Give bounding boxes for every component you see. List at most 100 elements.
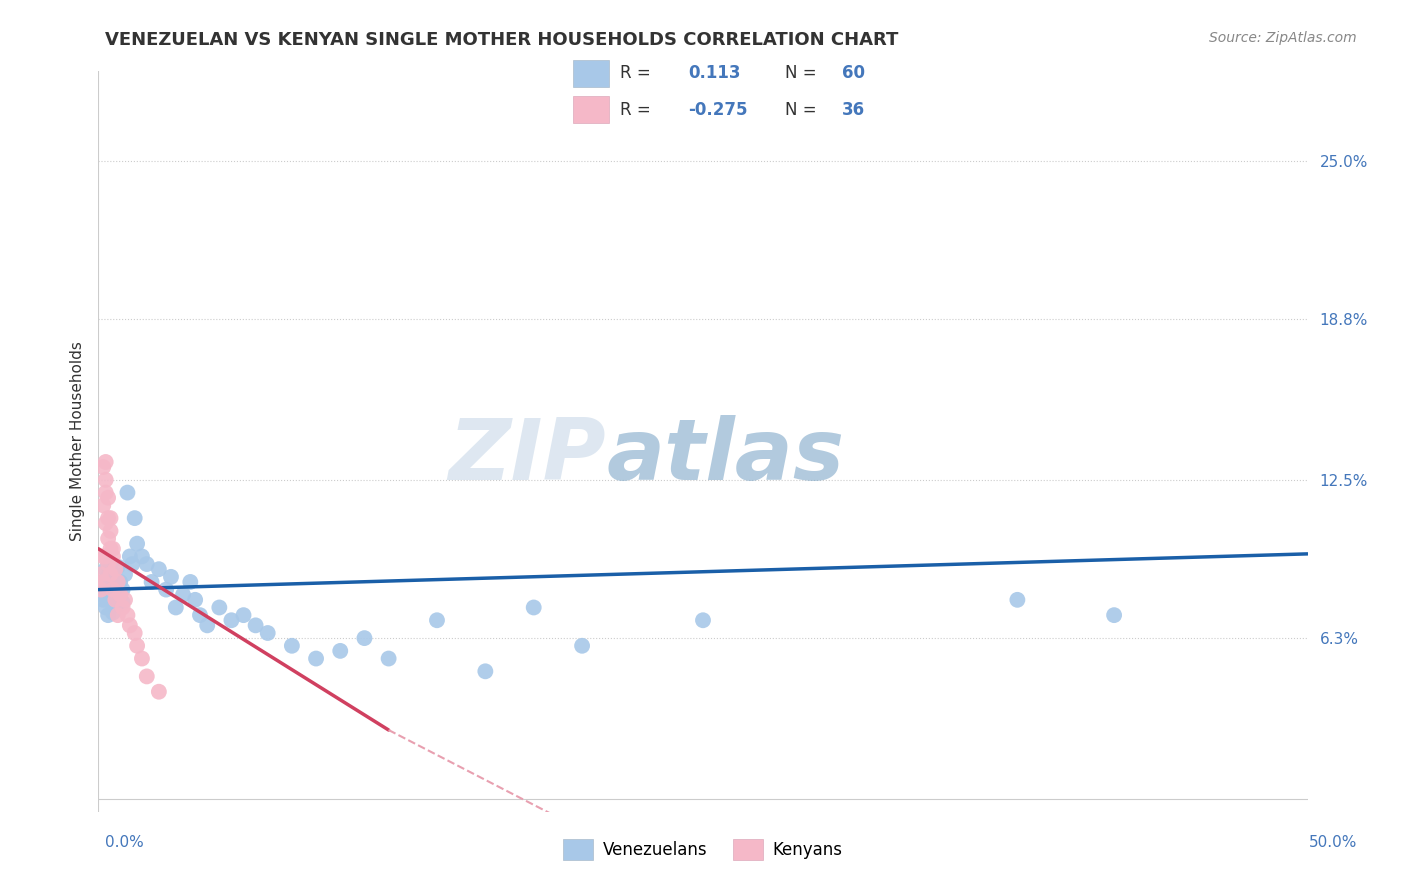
- Point: [232, 608, 254, 623]
- Point: [1102, 608, 1125, 623]
- Text: VENEZUELAN VS KENYAN SINGLE MOTHER HOUSEHOLDS CORRELATION CHART: VENEZUELAN VS KENYAN SINGLE MOTHER HOUSE…: [105, 31, 898, 49]
- Y-axis label: Single Mother Households: Single Mother Households: [69, 342, 84, 541]
- Point: [108, 588, 131, 602]
- Point: [97, 608, 120, 623]
- Point: [165, 600, 187, 615]
- Point: [101, 582, 124, 597]
- Text: N =: N =: [785, 101, 817, 119]
- Point: [91, 460, 114, 475]
- Point: [208, 600, 231, 615]
- Point: [107, 559, 129, 574]
- Point: [94, 600, 117, 615]
- Text: Source: ZipAtlas.com: Source: ZipAtlas.com: [1209, 31, 1357, 45]
- Point: [124, 626, 146, 640]
- Point: [94, 473, 117, 487]
- Point: [97, 570, 120, 584]
- Point: [97, 532, 120, 546]
- Point: [353, 631, 375, 645]
- Point: [118, 549, 141, 564]
- Point: [104, 562, 127, 576]
- Point: [281, 639, 304, 653]
- Point: [100, 557, 122, 571]
- Point: [118, 618, 141, 632]
- Point: [91, 549, 114, 564]
- Point: [155, 582, 177, 597]
- Point: [474, 665, 496, 679]
- Point: [91, 592, 114, 607]
- Point: [97, 511, 120, 525]
- Text: N =: N =: [785, 64, 817, 82]
- Point: [179, 574, 201, 589]
- Point: [108, 588, 131, 602]
- Point: [107, 598, 129, 612]
- Bar: [574, 61, 609, 87]
- Bar: [574, 96, 609, 122]
- Point: [104, 574, 127, 589]
- Text: ZIP: ZIP: [449, 415, 606, 498]
- Point: [91, 499, 114, 513]
- Point: [195, 618, 218, 632]
- Point: [377, 651, 399, 665]
- Point: [245, 618, 267, 632]
- Point: [97, 491, 120, 505]
- Point: [101, 598, 124, 612]
- Point: [94, 562, 117, 576]
- Point: [305, 651, 328, 665]
- Point: [188, 608, 211, 623]
- Point: [131, 549, 153, 564]
- Point: [100, 524, 122, 538]
- Point: [1007, 592, 1029, 607]
- Point: [111, 582, 134, 597]
- Point: [141, 574, 163, 589]
- Point: [160, 570, 183, 584]
- Point: [131, 651, 153, 665]
- Point: [107, 574, 129, 589]
- Point: [221, 613, 243, 627]
- Text: atlas: atlas: [606, 415, 845, 498]
- Point: [692, 613, 714, 627]
- Legend: Venezuelans, Kenyans: Venezuelans, Kenyans: [557, 832, 849, 866]
- Point: [114, 567, 136, 582]
- Point: [100, 541, 122, 556]
- Point: [329, 644, 352, 658]
- Point: [101, 606, 124, 620]
- Point: [94, 516, 117, 531]
- Point: [108, 574, 131, 589]
- Point: [100, 592, 122, 607]
- Text: 60: 60: [842, 64, 865, 82]
- Point: [121, 557, 143, 571]
- Point: [135, 669, 157, 683]
- Point: [107, 580, 129, 594]
- Point: [135, 557, 157, 571]
- Point: [111, 595, 134, 609]
- Point: [114, 592, 136, 607]
- Point: [111, 600, 134, 615]
- Point: [117, 608, 139, 623]
- Text: 0.113: 0.113: [688, 64, 741, 82]
- Point: [90, 582, 112, 597]
- Point: [127, 536, 149, 550]
- Text: R =: R =: [620, 101, 651, 119]
- Point: [127, 639, 149, 653]
- Point: [148, 684, 170, 698]
- Point: [184, 592, 207, 607]
- Point: [104, 592, 127, 607]
- Point: [94, 455, 117, 469]
- Point: [94, 485, 117, 500]
- Point: [94, 580, 117, 594]
- Point: [97, 588, 120, 602]
- Point: [124, 511, 146, 525]
- Text: R =: R =: [620, 64, 651, 82]
- Point: [90, 588, 112, 602]
- Point: [101, 582, 124, 597]
- Point: [148, 562, 170, 576]
- Point: [90, 567, 112, 582]
- Point: [101, 541, 124, 556]
- Point: [117, 485, 139, 500]
- Point: [101, 567, 124, 582]
- Point: [426, 613, 449, 627]
- Point: [100, 511, 122, 525]
- Point: [107, 608, 129, 623]
- Point: [97, 557, 120, 571]
- Text: 0.0%: 0.0%: [105, 836, 145, 850]
